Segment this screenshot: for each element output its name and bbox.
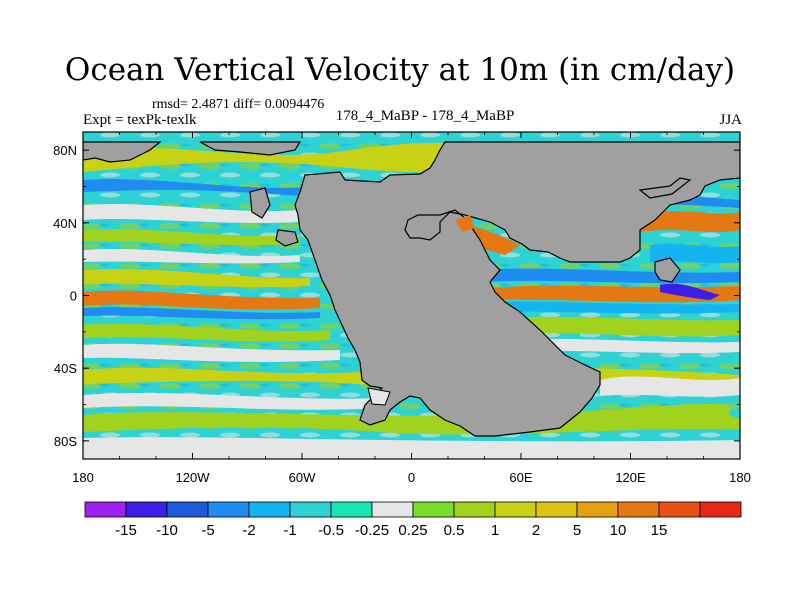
colorbar-swatch <box>453 501 496 518</box>
colorbar-swatch <box>330 501 373 518</box>
x-axis: 180 120W 60W 0 60E 120E 180 <box>72 132 751 485</box>
colorbar-label: 1 <box>491 522 499 539</box>
season-label: JJA <box>719 112 742 128</box>
experiment-label: Expt = texPk-texlk <box>83 112 197 128</box>
rmsd-diff-stats: rmsd= 2.4871 diff= 0.0094476 <box>152 97 325 112</box>
plot-title: Ocean Vertical Velocity at 10m (in cm/da… <box>64 52 736 88</box>
colorbar-label: -2 <box>242 522 255 539</box>
colorbar-swatch <box>535 501 578 518</box>
x-tick-label: 60E <box>509 470 532 485</box>
colorbar-swatch <box>699 501 742 518</box>
colorbar-label: 15 <box>651 522 668 539</box>
colorbar-label: -1 <box>283 522 296 539</box>
colorbar: -15 -10 -5 -2 -1 -0.5 -0.25 0.25 0.5 1 2 5 10 15 <box>84 501 742 539</box>
x-tick-label: 60W <box>289 470 316 485</box>
colorbar-label: 0.5 <box>444 522 465 539</box>
colorbar-label: -10 <box>156 522 178 539</box>
colorbar-swatch <box>412 501 455 518</box>
colorbar-swatch <box>494 501 537 518</box>
colorbar-swatch <box>125 501 168 518</box>
colorbar-swatch <box>576 501 619 518</box>
y-tick-label: 80S <box>54 434 77 449</box>
colorbar-label: -5 <box>201 522 214 539</box>
x-tick-label: 180 <box>729 470 751 485</box>
x-tick-label: 120W <box>176 470 211 485</box>
y-tick-label: 40S <box>54 361 77 376</box>
y-tick-label: 80N <box>53 143 77 158</box>
map-field <box>83 132 740 459</box>
x-tick-label: 180 <box>72 470 94 485</box>
y-tick-label: 0 <box>70 289 77 304</box>
colorbar-label: 10 <box>610 522 627 539</box>
colorbar-label: 5 <box>573 522 581 539</box>
y-axis: 80N 40N 0 40S 80S <box>53 143 740 449</box>
colorbar-label: -0.25 <box>355 522 389 539</box>
colorbar-label: -0.5 <box>318 522 344 539</box>
x-tick-label: 120E <box>615 470 646 485</box>
colorbar-swatch <box>166 501 209 518</box>
y-tick-label: 40N <box>53 216 77 231</box>
colorbar-swatch <box>617 501 660 518</box>
colorbar-swatch <box>658 501 701 518</box>
colorbar-label: 0.25 <box>398 522 427 539</box>
colorbar-label: -15 <box>115 522 137 539</box>
land-mask <box>83 141 740 437</box>
colorbar-swatch <box>289 501 332 518</box>
colorbar-swatch <box>248 501 291 518</box>
colorbar-swatch <box>84 501 127 518</box>
colorbar-swatch <box>207 501 250 518</box>
colorbar-label: 2 <box>532 522 540 539</box>
x-tick-label: 0 <box>408 470 415 485</box>
case-label: 178_4_MaBP - 178_4_MaBP <box>335 108 515 124</box>
colorbar-swatch <box>371 501 414 518</box>
